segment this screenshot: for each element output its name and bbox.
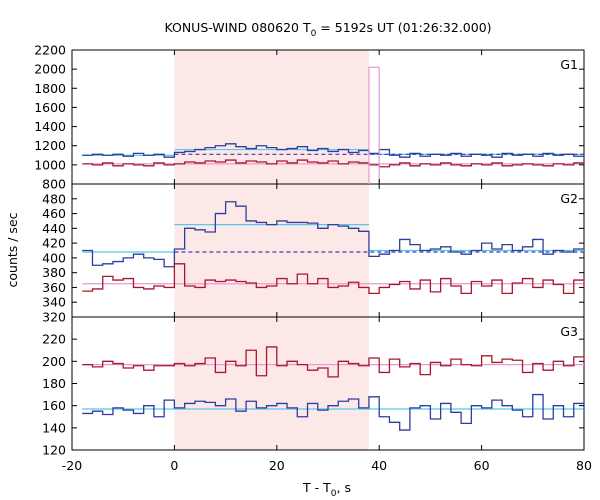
y-axis-label: counts / sec bbox=[5, 212, 20, 287]
x-axis-label: T - T0, s bbox=[302, 480, 351, 499]
x-tick-label: 80 bbox=[576, 458, 592, 473]
highlight-interval bbox=[174, 50, 369, 450]
g3-series-blue bbox=[82, 393, 585, 431]
g3-series-red bbox=[82, 346, 585, 378]
g3-ytick-label: 160 bbox=[42, 398, 66, 413]
g1-panel-label: G1 bbox=[560, 57, 578, 72]
g1-ytick-label: 2000 bbox=[34, 62, 66, 77]
g1-series-red bbox=[82, 159, 585, 168]
g2-series-blue bbox=[82, 201, 585, 268]
series-layer bbox=[82, 66, 585, 431]
g1-spike-outline bbox=[368, 66, 380, 184]
g1-ytick-label: 1000 bbox=[34, 157, 66, 172]
g2-series-red bbox=[82, 263, 585, 295]
x-tick-label: 40 bbox=[371, 458, 387, 473]
x-tick-label: -20 bbox=[62, 458, 82, 473]
chart-title: KONUS-WIND 080620 T0 = 5192s UT (01:26:3… bbox=[164, 20, 491, 39]
g3-ytick-label: 120 bbox=[42, 443, 66, 458]
tick-layer: 8001000120014001600180020002200G13203403… bbox=[34, 43, 592, 474]
g3-ytick-label: 180 bbox=[42, 376, 66, 391]
g2-ytick-label: 420 bbox=[42, 236, 66, 251]
g2-panel-label: G2 bbox=[560, 191, 578, 206]
g2-ytick-label: 380 bbox=[42, 265, 66, 280]
g1-ytick-label: 800 bbox=[42, 177, 66, 192]
g2-ytick-label: 320 bbox=[42, 310, 66, 325]
g1-ytick-label: 2200 bbox=[34, 43, 66, 58]
g1-series-blue bbox=[82, 143, 585, 158]
g2-ytick-label: 400 bbox=[42, 250, 66, 265]
g2-ytick-label: 440 bbox=[42, 221, 66, 236]
x-tick-label: 60 bbox=[474, 458, 490, 473]
g2-ytick-label: 480 bbox=[42, 191, 66, 206]
g3-panel-label: G3 bbox=[560, 324, 578, 339]
g2-ytick-label: 340 bbox=[42, 295, 66, 310]
g1-ytick-label: 1600 bbox=[34, 100, 66, 115]
g1-ytick-label: 1200 bbox=[34, 138, 66, 153]
g3-ytick-label: 140 bbox=[42, 420, 66, 435]
g3-ytick-label: 220 bbox=[42, 332, 66, 347]
x-tick-label: 20 bbox=[269, 458, 285, 473]
g2-ytick-label: 460 bbox=[42, 206, 66, 221]
g3-ytick-label: 200 bbox=[42, 354, 66, 369]
shade-layer bbox=[174, 50, 369, 450]
g1-ytick-label: 1400 bbox=[34, 119, 66, 134]
g1-ytick-label: 1800 bbox=[34, 81, 66, 96]
g2-ytick-label: 360 bbox=[42, 280, 66, 295]
x-tick-label: 0 bbox=[170, 458, 178, 473]
